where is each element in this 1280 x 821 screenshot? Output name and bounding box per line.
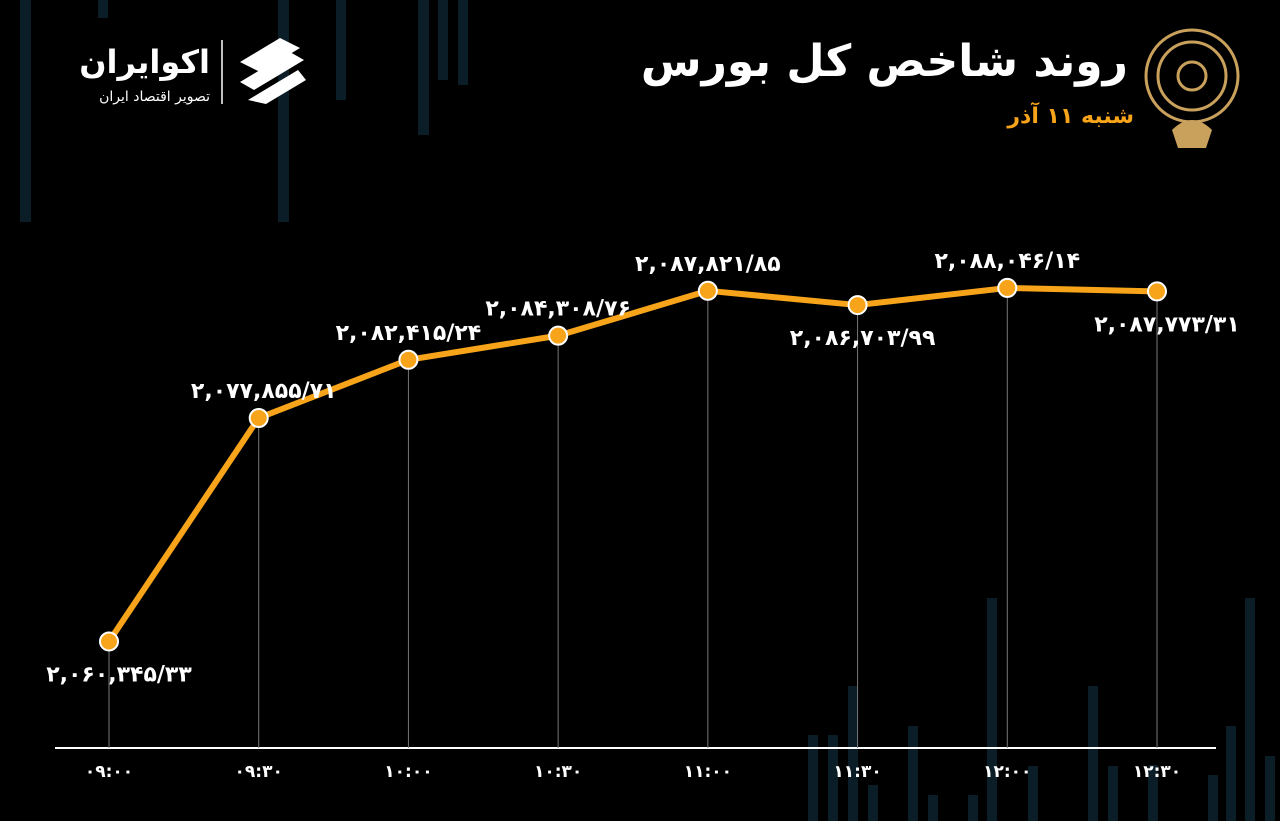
point bbox=[398, 349, 419, 370]
x-tick-label: ۱۲:۳۰ bbox=[1133, 762, 1181, 782]
point bbox=[1147, 281, 1167, 302]
background-bars bbox=[20, 0, 1275, 821]
point bbox=[997, 277, 1018, 298]
x-tick-label: ۰۹:۳۰ bbox=[235, 762, 283, 782]
x-tick-label: ۱۱:۳۰ bbox=[833, 762, 881, 782]
value-label: ۲,۰۸۷,۸۲۱/۸۵ bbox=[635, 252, 781, 277]
point bbox=[248, 407, 269, 428]
value-label: ۲,۰۸۶,۷۰۳/۹۹ bbox=[790, 326, 936, 351]
chart-subtitle: شنبه ۱۱ آذر bbox=[1006, 101, 1134, 129]
point bbox=[847, 295, 868, 316]
value-label: ۲,۰۸۴,۳۰۸/۷۶ bbox=[485, 297, 631, 322]
point bbox=[697, 280, 718, 301]
index-emblem bbox=[1144, 28, 1240, 148]
value-label: ۲,۰۸۷,۷۷۳/۳۱ bbox=[1094, 312, 1240, 337]
logo-subtext: تصویر اقتصاد ایران bbox=[99, 89, 210, 105]
x-tick-label: ۱۰:۰۰ bbox=[384, 762, 432, 782]
value-label: ۲,۰۷۷,۸۵۵/۷۱ bbox=[191, 379, 337, 404]
logo: اکوایران تصویر اقتصاد ایران bbox=[79, 38, 306, 105]
series-line bbox=[106, 284, 1158, 644]
value-label: ۲,۰۶۰,۳۴۵/۳۳ bbox=[46, 662, 192, 687]
point bbox=[99, 631, 119, 652]
x-tick-label: ۱۰:۳۰ bbox=[534, 762, 582, 782]
value-label: ۲,۰۸۲,۴۱۵/۲۴ bbox=[336, 321, 482, 346]
point bbox=[548, 325, 569, 346]
chart-title: روند شاخص کل بورس bbox=[641, 36, 1128, 87]
x-tick-label: ۱۱:۰۰ bbox=[684, 762, 732, 782]
logo-text: اکوایران bbox=[79, 43, 210, 81]
x-tick-label: ۰۹:۰۰ bbox=[85, 762, 133, 782]
x-tick-label: ۱۲:۰۰ bbox=[983, 762, 1031, 782]
value-label: ۲,۰۸۸,۰۴۶/۱۴ bbox=[934, 249, 1080, 274]
